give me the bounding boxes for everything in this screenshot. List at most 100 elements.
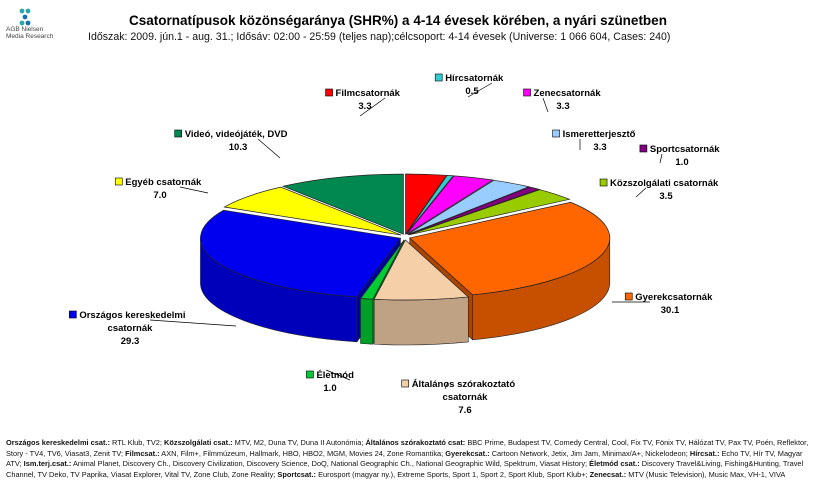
slice-gyerekcsatornák xyxy=(409,201,611,296)
slice-label: Országos kereskedelmi csatornák 29.3 xyxy=(69,310,186,347)
footer-label: Közszolgálati csat.: xyxy=(164,438,233,447)
slice-label: Zenecsatornák 3.3 xyxy=(523,88,602,112)
slice-label: Sportcsatornák 1.0 xyxy=(639,144,720,168)
agb-nielsen-logo-icon xyxy=(19,8,31,26)
footer-label: Országos kereskedelmi csat.: xyxy=(6,438,110,447)
leader-line xyxy=(325,369,351,381)
leader-lines xyxy=(149,82,663,390)
slice-egyéb-csatornák xyxy=(223,186,402,236)
pie-tops xyxy=(200,173,611,301)
slice-label-value: 29.3 xyxy=(121,336,140,347)
slice-label: Videó, videójáték, DVD 10.3 xyxy=(174,129,288,153)
slice-label: Ismeretterjesztő 3.3 xyxy=(552,129,636,153)
legend-swatch xyxy=(401,379,410,388)
slice-side xyxy=(360,298,374,345)
slice-label-value: 3.3 xyxy=(358,101,371,112)
slice-filmcsatornák xyxy=(405,173,448,236)
slice-label: Filmcsatornák 3.3 xyxy=(325,88,401,112)
leader-line xyxy=(179,186,209,194)
leader-line xyxy=(542,97,549,113)
footer-text: RTL Klub, TV2; xyxy=(109,438,165,447)
slice-label: Általános szórakoztató csatornák 7.6 xyxy=(401,379,516,416)
legend-swatch xyxy=(599,178,608,187)
slice-label: Közszolgálati csatornák 3.5 xyxy=(599,178,719,202)
slice-label-name: Egyéb csatornák xyxy=(125,177,202,188)
slice-ismeretterjesztő xyxy=(407,179,531,235)
footer-text: MTV (Music Television), Music Max, VH-1,… xyxy=(626,469,786,479)
footer-text: Animal Planet, Discovery Ch., Discovery … xyxy=(71,459,590,469)
slice-label-name: Általános szórakoztató csatornák xyxy=(412,379,516,403)
footer-label: Hírcsat.: xyxy=(689,448,720,458)
slice-label-value: 10.3 xyxy=(229,142,248,153)
legend-swatch xyxy=(114,177,123,186)
footer-label: Gyerekcsat.: xyxy=(445,448,490,458)
footer-label: Általános szórakoztató csat: xyxy=(365,438,466,447)
slice-label-name: Sportcsatornák xyxy=(650,144,720,155)
slice-label-name: Filmcsatornák xyxy=(336,88,401,99)
leader-line xyxy=(149,319,237,327)
footer-text: Discovery Travel&Living, Fishing&Hunting… xyxy=(6,459,804,479)
agb-nielsen-logo: AGB Nielsen Media Research xyxy=(6,8,76,40)
slice-label: Hírcsatornák 0.5 xyxy=(434,73,504,97)
leader-line xyxy=(659,153,663,164)
slice-side xyxy=(373,296,469,346)
slice-sportcsatornák xyxy=(408,186,541,236)
slice-hírcsatornák xyxy=(405,174,455,235)
footer-text: BBC Prime, Budapest TV, Comedy Central, … xyxy=(6,438,809,458)
pie-chart: Filmcsatornák 3.3 Hírcsatornák 0.5 Zenecsato… xyxy=(69,73,720,416)
footer-text: Eurosport (magyar ny.), Extreme Sports, … xyxy=(316,469,590,479)
footer-label: Sportcsat.: xyxy=(277,469,317,479)
footer-text: MTV, M2, Duna TV, Duna II Autonómia; xyxy=(232,438,366,447)
chart-title: Csatornatípusok közönségaránya (SHR%) a … xyxy=(129,13,667,28)
slice-label-value: 1.0 xyxy=(323,383,336,394)
leader-line xyxy=(467,82,493,98)
legend-swatch xyxy=(434,73,443,82)
slice-életmód xyxy=(359,239,405,300)
legend-swatch xyxy=(523,88,531,97)
slice-label-name: Gyerekcsatornák xyxy=(635,292,713,303)
slice-labels: Filmcsatornák 3.3 Hírcsatornák 0.5 Zenecsato… xyxy=(69,73,720,416)
legend-swatch xyxy=(639,144,648,153)
slice-label-value: 30.1 xyxy=(661,305,680,316)
slice-label-value: 1.0 xyxy=(675,157,688,168)
slice-label-value: 3.3 xyxy=(593,142,606,153)
slice-label: Egyéb csatornák 7.0 xyxy=(114,177,202,201)
legend-swatch xyxy=(624,292,633,301)
slice-label-value: 0.5 xyxy=(465,86,479,97)
leader-line xyxy=(635,187,647,198)
leader-line xyxy=(257,138,281,159)
slice-videó-videójáték-dvd xyxy=(281,173,404,235)
chart-subtitle: Időszak: 2009. jún.1 - aug. 31.; Idősáv:… xyxy=(88,31,671,43)
slice-label-value: 7.0 xyxy=(153,190,166,201)
slice-label-name: Zenecsatornák xyxy=(534,88,602,99)
slice-label-name: Hírcsatornák xyxy=(445,73,504,84)
legend-swatch xyxy=(174,129,182,138)
slice-label-value: 3.3 xyxy=(556,101,569,112)
footer-label: Zenecsat.: xyxy=(589,469,627,479)
footer-label: Filmcsat.: xyxy=(125,448,160,458)
slice-általános-szórakoztató-csatornák xyxy=(373,239,470,301)
footer-text: Echo TV, Hír TV, Magyar ATV; xyxy=(6,448,803,469)
slice-label-value: 3.5 xyxy=(659,191,673,202)
footer-label: Ism.terj.csat.: xyxy=(23,459,72,469)
slice-közszolgálati-csatornák xyxy=(408,189,571,236)
slice-label-name: Közszolgálati csatornák xyxy=(610,178,719,189)
slice-zenecsatornák xyxy=(406,175,494,235)
legend-swatch xyxy=(69,310,77,319)
footer-label: Életmód csat.: xyxy=(589,459,640,469)
footer-text: AXN, Film+, Filmmúzeum, Hallmark, HBO, H… xyxy=(159,448,446,458)
leader-line xyxy=(359,97,386,117)
logo-line-1: AGB Nielsen xyxy=(6,26,44,33)
slice-label-name: Ismeretterjesztő xyxy=(563,129,636,140)
logo-line-2: Media Research xyxy=(6,33,54,40)
leader-line xyxy=(444,381,449,390)
slice-label: Életmód 1.0 xyxy=(306,370,354,394)
legend-swatch xyxy=(325,88,333,97)
footer-text: Cartoon Network, Jetix, Jim Jam, Minimax… xyxy=(489,448,690,458)
slice-label: Gyerekcsatornák 30.1 xyxy=(624,292,713,316)
footer-notes: Országos kereskedelmi csat.: RTL Klub, T… xyxy=(6,438,812,480)
slice-label-name: Országos kereskedelmi csatornák xyxy=(79,310,185,334)
slice-label-name: Életmód xyxy=(316,370,354,381)
slice-label-value: 7.6 xyxy=(458,405,471,416)
legend-swatch xyxy=(306,370,314,379)
